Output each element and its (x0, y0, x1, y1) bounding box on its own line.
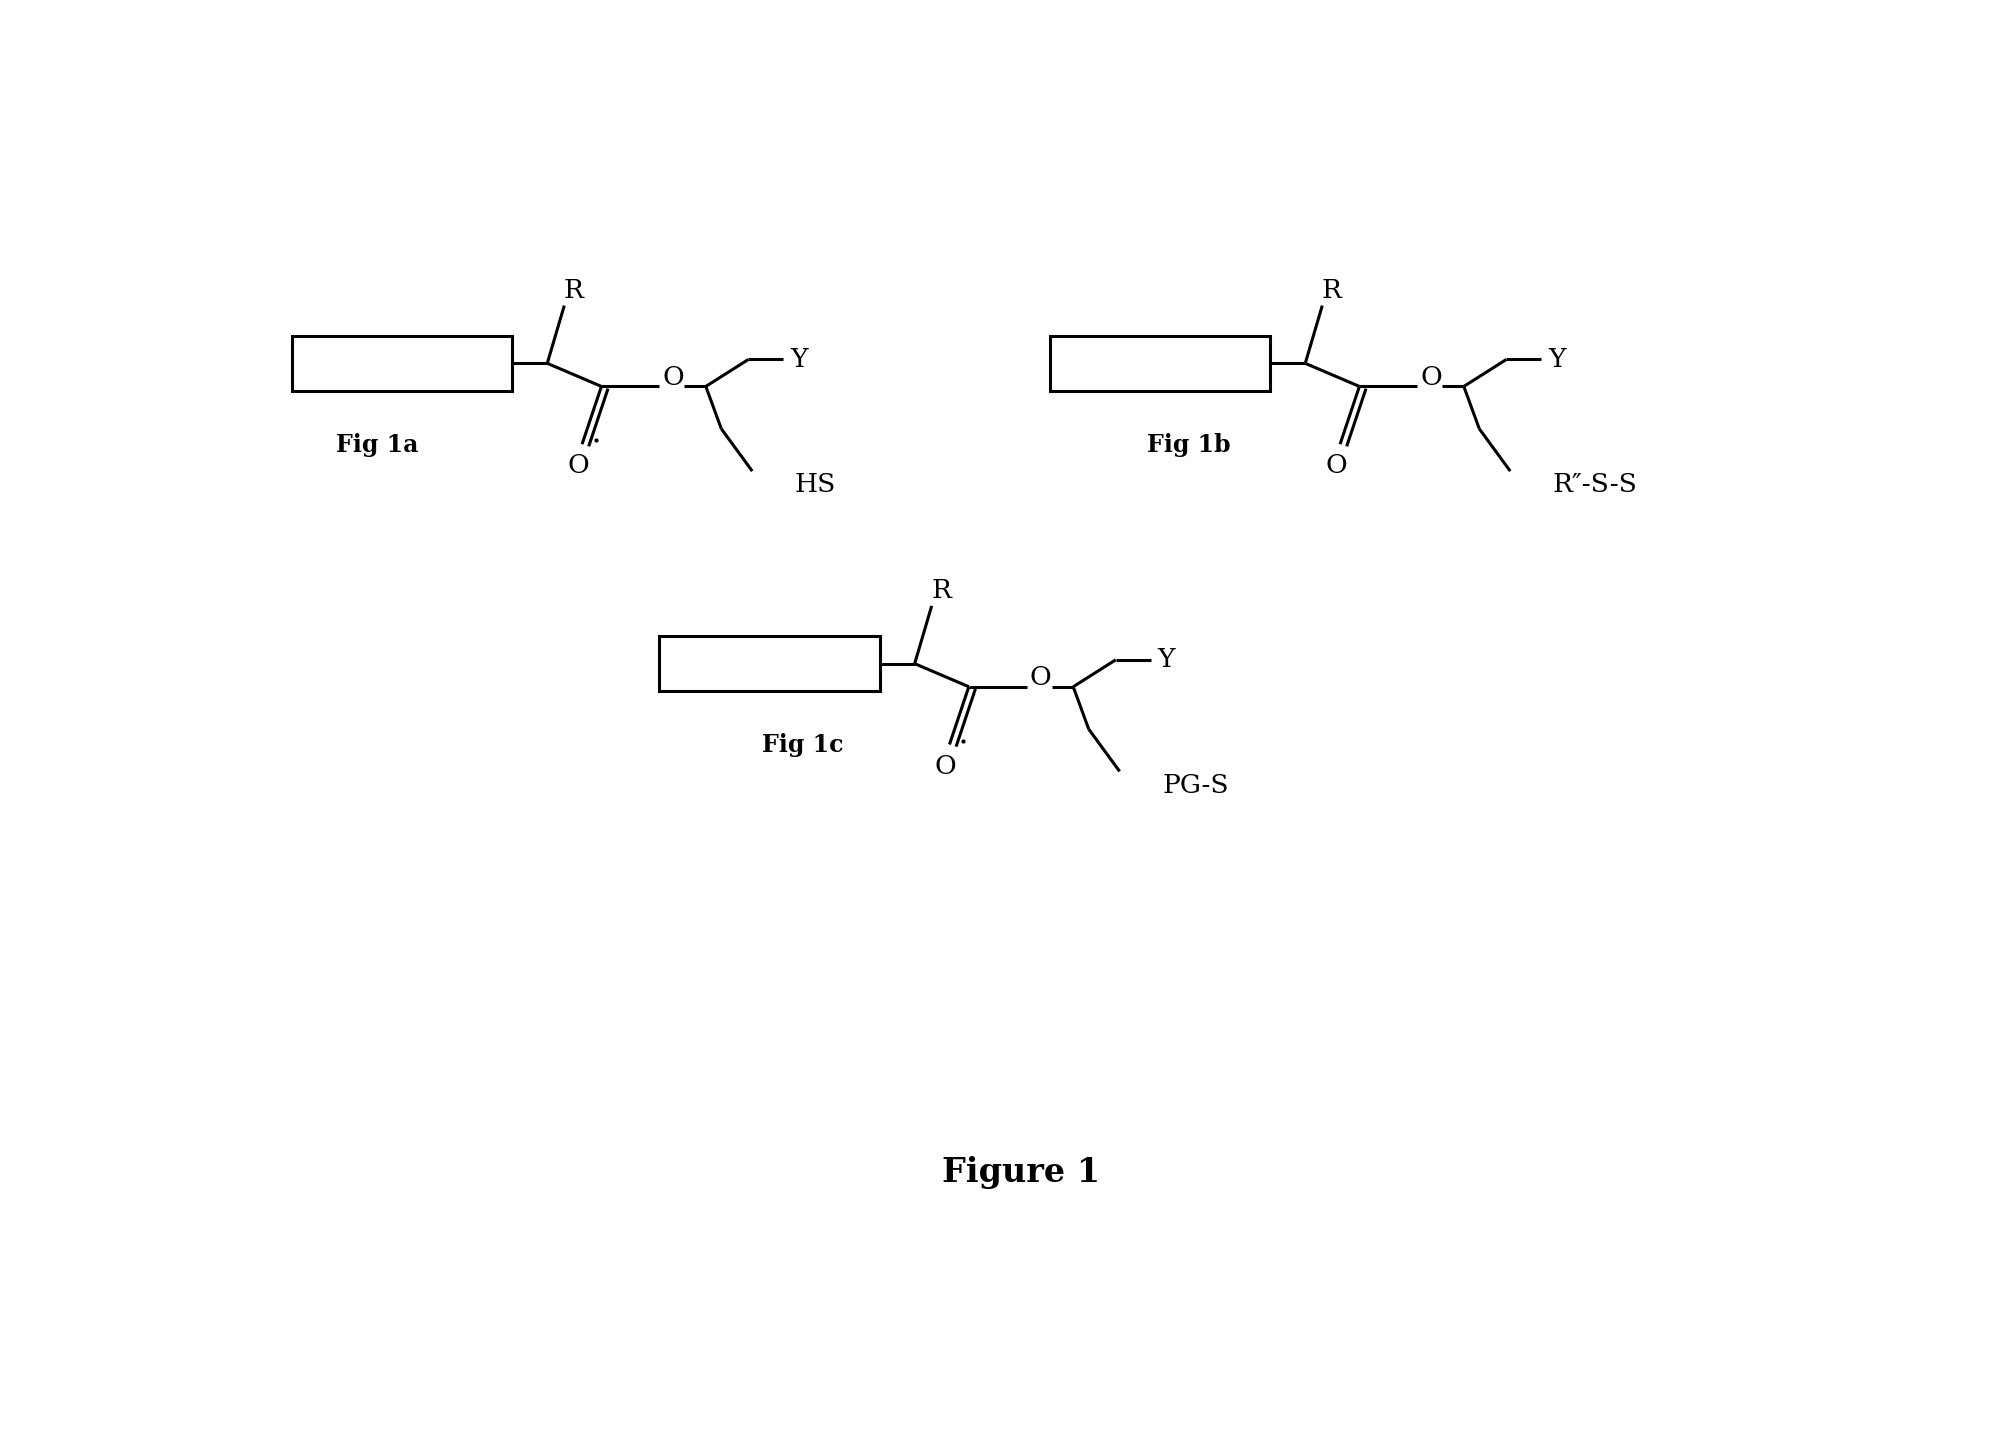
Text: R: R (563, 277, 583, 303)
Text: O: O (934, 754, 956, 778)
Text: Y: Y (1158, 648, 1176, 672)
Bar (659, 636, 880, 691)
Text: Figure 1: Figure 1 (942, 1155, 1100, 1190)
Text: O: O (1030, 665, 1052, 691)
Text: HS: HS (794, 472, 836, 498)
Text: Fig 1a: Fig 1a (335, 433, 419, 458)
Bar (1050, 336, 1271, 390)
Text: R″-S-S: R″-S-S (1553, 472, 1637, 498)
Text: Y: Y (790, 347, 808, 372)
Text: O: O (1421, 365, 1443, 390)
Bar (291, 336, 513, 390)
Text: Fig 1b: Fig 1b (1148, 433, 1232, 458)
Text: O: O (663, 365, 685, 390)
Text: PG-S: PG-S (1162, 772, 1230, 798)
Text: O: O (567, 453, 589, 478)
Text: R: R (1321, 277, 1341, 303)
Text: Fig 1c: Fig 1c (762, 734, 842, 758)
Text: R: R (930, 578, 950, 603)
Text: Y: Y (1547, 347, 1565, 372)
Text: O: O (1325, 453, 1347, 478)
